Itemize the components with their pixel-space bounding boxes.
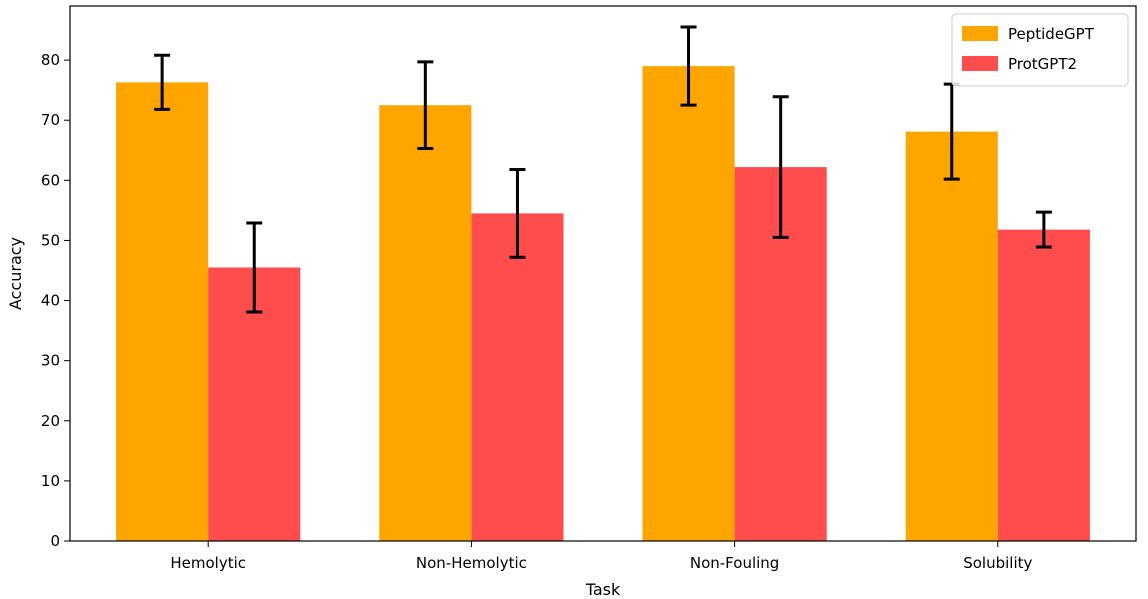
error-bar	[772, 95, 789, 239]
y-tick-label: 10	[41, 472, 60, 490]
bar-peptidegpt-non-fouling	[642, 66, 735, 541]
axes-layer	[69, 5, 1137, 542]
x-tick-label: Hemolytic	[170, 554, 246, 572]
plot-frame	[69, 5, 1137, 542]
y-tick-label: 30	[41, 352, 60, 370]
bar-peptidegpt-hemolytic	[116, 82, 209, 541]
bar-peptidegpt-non-hemolytic	[379, 105, 472, 541]
error-bar	[1035, 210, 1052, 249]
y-tick-label: 60	[41, 171, 60, 189]
y-axis-label: Accuracy	[6, 237, 25, 310]
legend: PeptideGPT ProtGPT2	[951, 13, 1129, 87]
bar-peptidegpt-solubility	[905, 131, 998, 541]
y-tick-label: 0	[50, 532, 60, 550]
error-bar	[680, 25, 697, 107]
error-bar	[154, 53, 171, 111]
y-tick-label: 40	[41, 292, 60, 310]
legend-label: ProtGPT2	[1008, 55, 1077, 73]
error-bar	[417, 60, 434, 150]
legend-swatch	[962, 26, 998, 41]
legend-label: PeptideGPT	[1008, 25, 1095, 43]
bar-protgpt2-non-hemolytic	[471, 213, 564, 541]
x-axis-label: Task	[585, 580, 621, 599]
y-tick-label: 80	[41, 51, 60, 69]
bar-protgpt2-solubility	[997, 229, 1090, 541]
y-tick-label: 50	[41, 231, 60, 249]
error-bar	[509, 168, 526, 259]
bars-layer	[116, 66, 1090, 541]
x-tick-label: Solubility	[963, 554, 1032, 572]
y-tick-label: 70	[41, 111, 60, 129]
y-tick-label: 20	[41, 412, 60, 430]
x-tick-label: Non-Fouling	[690, 554, 779, 572]
x-tick-label: Non-Hemolytic	[416, 554, 527, 572]
error-bar	[246, 221, 263, 314]
legend-swatch	[962, 56, 998, 71]
ticks-layer: 0 10 20 30 40 50 60 70 80 Hemolytic Non-Hemolytic N…	[41, 51, 1033, 572]
error-bars-layer	[154, 25, 1052, 314]
